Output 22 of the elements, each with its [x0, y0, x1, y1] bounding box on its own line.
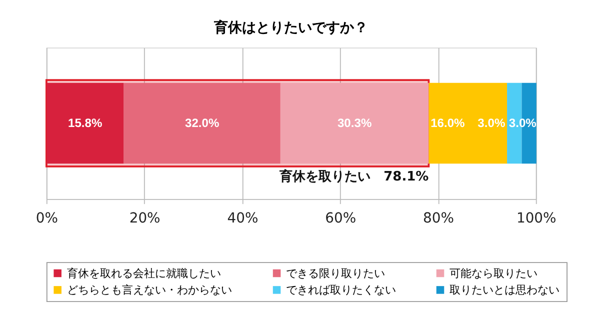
legend-label: できる限り取りたい — [286, 266, 386, 280]
bar — [428, 82, 508, 164]
x-tick-label: 60% — [325, 210, 356, 227]
text: 32.0% — [184, 116, 220, 130]
text: 15.8% — [68, 116, 102, 130]
x-tick-label: 80% — [423, 210, 454, 227]
text: 3.0% — [508, 116, 536, 130]
legend-label: 育休を取れる会社に就職したい — [66, 266, 221, 280]
text: 3.0% — [478, 116, 506, 130]
chart-title: 育休はとりたいですか？ — [213, 18, 368, 36]
bar — [46, 82, 124, 164]
text: 16.0% — [430, 116, 465, 130]
legend-label: できれば取りたくない — [286, 284, 396, 297]
x-tick-label: 100% — [516, 210, 556, 227]
legend-label: どちらとも言えない・わからない — [66, 284, 232, 297]
x-tick-label: 0% — [36, 210, 58, 227]
legend-label: 可能なら取りたい — [450, 266, 538, 280]
legend-label: 取りたいとは思わない — [450, 284, 560, 297]
x-tick-label: 20% — [129, 210, 160, 227]
x-tick-label: 40% — [227, 210, 258, 227]
band-label: 育休を取りたい 78.1% — [278, 168, 429, 184]
text: 30.3% — [337, 116, 372, 130]
